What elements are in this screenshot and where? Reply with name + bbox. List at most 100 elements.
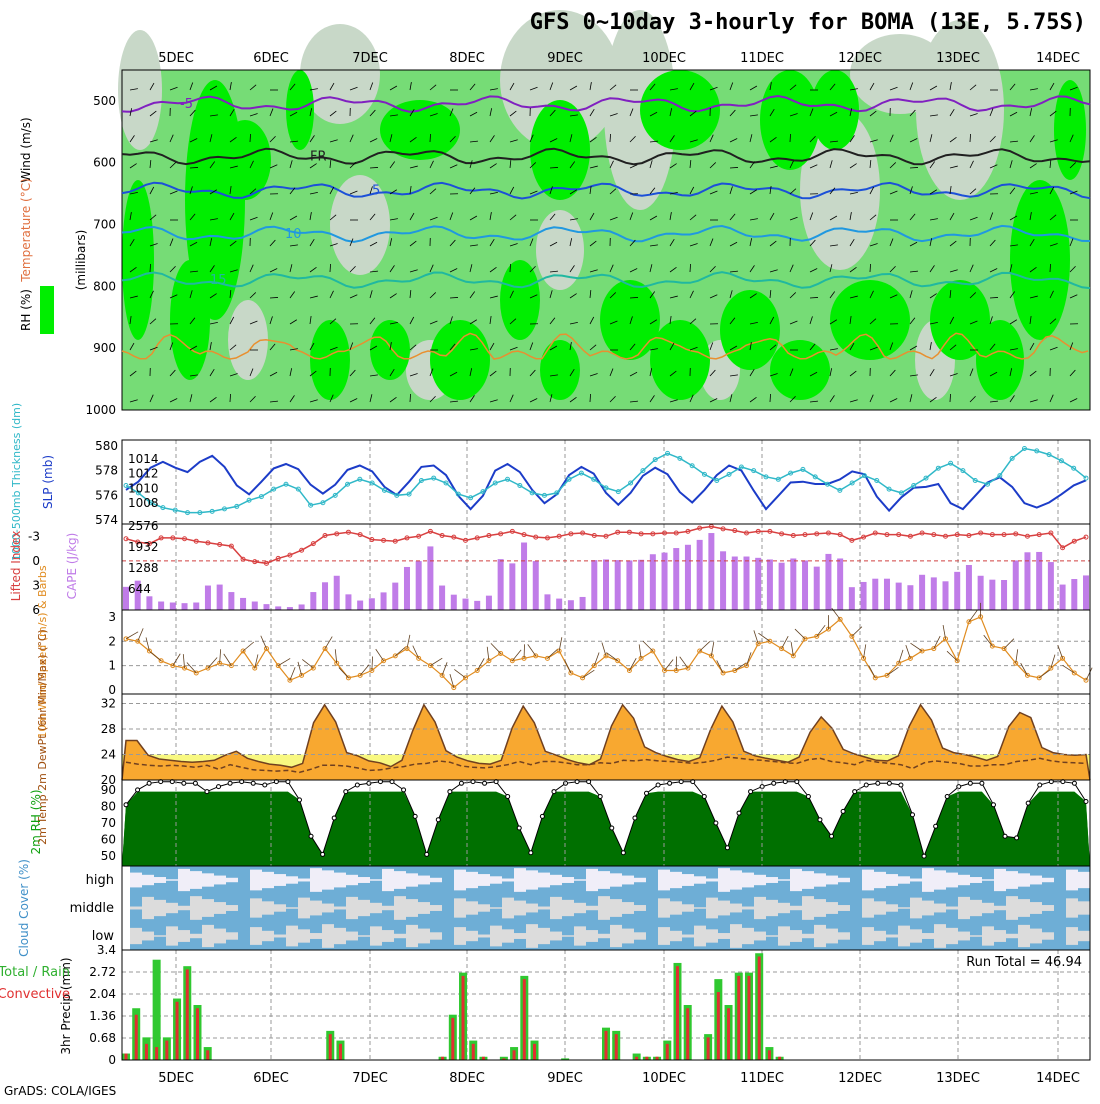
rh-point	[321, 852, 325, 856]
rh-point	[899, 783, 903, 787]
cloud-block	[190, 934, 202, 938]
ua-moist-patch	[830, 280, 910, 360]
isotherm-label: 15	[210, 273, 227, 288]
cloud-block	[1030, 902, 1042, 914]
cloud-block	[178, 906, 190, 910]
wind-barb-10m	[565, 660, 571, 673]
cloud-block	[946, 928, 958, 944]
ua-ylabel: (millibars)	[74, 230, 88, 291]
cloud-block	[574, 903, 586, 913]
cape-bar	[580, 597, 586, 610]
cloud-block	[334, 907, 346, 910]
precip-conv-bar	[605, 1031, 608, 1060]
rh-point	[1003, 834, 1007, 838]
wind-barb-10m	[680, 657, 688, 668]
cape-bar	[615, 560, 621, 610]
ua-moist-patch	[1054, 80, 1086, 180]
cloud-block	[718, 901, 730, 916]
cloud-block	[970, 935, 982, 936]
cloud-block	[778, 879, 790, 880]
precip-y-tick: 3.4	[97, 943, 116, 957]
cloud-block	[478, 935, 490, 938]
cloud-block	[154, 900, 166, 916]
cloud-block	[478, 904, 490, 911]
cloud-block	[862, 870, 874, 891]
cloud-block	[394, 896, 406, 920]
cape-bar	[591, 560, 597, 610]
cloud-block	[490, 876, 502, 883]
cloud-block	[382, 869, 394, 891]
cloud-block	[802, 871, 814, 889]
cloud-block	[610, 925, 622, 947]
cape-bar	[498, 559, 504, 610]
cloud-block	[922, 901, 934, 916]
cloud-block	[202, 873, 214, 886]
cloud-row-label: middle	[70, 901, 114, 916]
cape-bar	[708, 533, 714, 610]
cloud-block	[754, 932, 766, 941]
cape-bar	[743, 557, 749, 610]
wind-barb-10m	[782, 636, 789, 648]
cloud-block	[526, 924, 538, 948]
precip-conv-bar	[462, 976, 465, 1060]
ua-moist-patch	[122, 180, 154, 340]
isotherm-label: 5	[372, 184, 380, 199]
cloud-block	[514, 868, 526, 892]
wind-barb-10m	[717, 660, 723, 672]
isotherm-label: 10	[285, 227, 302, 242]
cape-bar	[463, 599, 469, 610]
cloud-block	[694, 907, 706, 908]
cloud-block	[862, 927, 874, 945]
cloud-block	[526, 870, 538, 889]
rh-point	[217, 785, 221, 789]
cloud-block	[934, 924, 946, 948]
cape-bar	[345, 594, 351, 610]
rh-point	[540, 814, 544, 818]
cloud-block	[466, 872, 478, 888]
cape-bar	[790, 558, 796, 610]
rh-point	[459, 781, 463, 785]
slp-frame	[122, 440, 1090, 524]
precip-y-tick: 1.36	[89, 1009, 116, 1023]
precip-legend-conv: Convective	[0, 987, 70, 1002]
rh-point	[656, 783, 660, 787]
cape-bar	[369, 598, 375, 610]
cloud-block	[622, 902, 634, 914]
cloud-block	[370, 903, 382, 913]
wind-barb-10m	[339, 668, 349, 678]
wind-barb-10m	[298, 662, 302, 676]
cloud-block	[994, 930, 1006, 942]
cloud-block	[970, 900, 982, 916]
cloud-block	[430, 905, 442, 911]
cloud-block	[202, 899, 214, 917]
cloud-block	[610, 899, 622, 917]
rh-point	[1015, 836, 1019, 840]
cloud-block	[934, 904, 946, 913]
cloud-block	[730, 904, 742, 913]
rh-point	[483, 781, 487, 785]
cloud-block	[994, 869, 1006, 891]
rh-point	[517, 826, 521, 830]
isotherm-label: FR	[310, 150, 327, 165]
cloud-block	[874, 872, 886, 888]
cloud-block	[130, 907, 142, 910]
cloud-block	[274, 935, 286, 938]
wind-barb	[590, 394, 591, 402]
rh-point	[263, 783, 267, 787]
cape-bar	[193, 603, 199, 611]
cloud-block	[502, 929, 514, 942]
wind-barb-10m	[817, 625, 825, 636]
wind-barb	[150, 264, 151, 272]
cloud-block	[634, 905, 646, 911]
cape-bar	[884, 579, 890, 610]
precip-conv-bar	[717, 992, 720, 1060]
cloud-block	[958, 932, 970, 941]
precip-conv-bar	[747, 976, 750, 1060]
cloud-block	[814, 925, 826, 947]
slp-ylabel: SLP (mb)	[41, 455, 55, 509]
cloud-block	[1066, 927, 1078, 945]
rh-point	[552, 790, 556, 794]
cloud-block	[814, 873, 826, 886]
wind-barb-10m	[376, 649, 384, 661]
lifted-index-line	[126, 527, 1086, 564]
